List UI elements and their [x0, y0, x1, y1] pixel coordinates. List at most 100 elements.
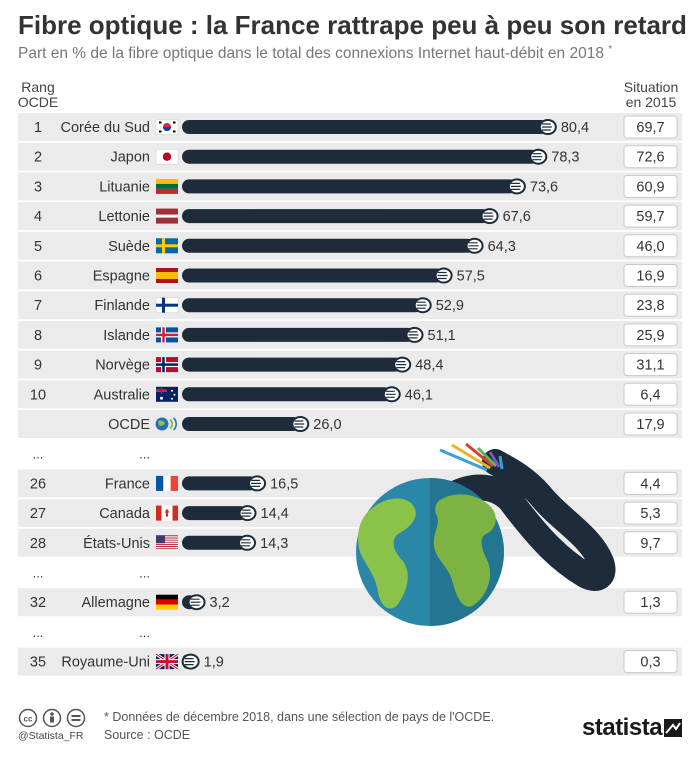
lv-flag-icon: [156, 208, 178, 224]
rank-label: 1: [34, 120, 42, 136]
kr-flag-icon: [155, 119, 179, 135]
fiber-bar: [182, 237, 484, 254]
situation-2015-box: 6,4: [623, 382, 678, 406]
situation-2015-value: 25,9: [636, 328, 664, 344]
cable-tip-icon: [382, 386, 401, 403]
cable-tip-icon: [238, 505, 257, 522]
table-row: 2 Japon 78,3 72,6: [18, 142, 682, 171]
cable-tip-icon: [248, 475, 267, 492]
bar-mark: [182, 417, 301, 431]
country-label: France: [105, 476, 150, 492]
country-label: Lettonie: [98, 209, 150, 225]
fiber-bar: [182, 594, 206, 611]
country-label: Australie: [94, 387, 150, 403]
bar-mark: [182, 327, 415, 342]
gb-flag-icon: [155, 652, 179, 671]
country-label: Lituanie: [99, 179, 150, 195]
country-ellipsis: ...: [139, 447, 150, 462]
value-label: 3,2: [210, 595, 230, 611]
cable-tip-icon: [434, 267, 453, 284]
value-label: 52,9: [436, 298, 464, 314]
source-note: Source : OCDE: [104, 728, 191, 742]
country-label: Islande: [103, 328, 150, 344]
table-row: 32 Allemagne 3,2 1,3: [18, 588, 682, 617]
situation-2015-box: 0,3: [623, 650, 678, 674]
country-label: Suède: [108, 239, 150, 255]
fiber-bar: [182, 534, 257, 551]
situation-2015-box: 69,7: [623, 115, 678, 139]
fiber-bar: [182, 119, 557, 135]
table-row: 1 Corée du Sud 80,4 69,7: [18, 113, 682, 141]
situation-header-line2: en 2015: [625, 94, 677, 110]
table-row: 26 France 16,5 4,4: [18, 469, 682, 498]
country-label: Allemagne: [81, 595, 150, 611]
au-flag-icon: [156, 386, 178, 402]
creative-commons-icons: cc: [18, 708, 86, 728]
situation-2015-box: 5,3: [623, 501, 678, 525]
bar-mark: [182, 268, 444, 283]
rank-label: 4: [34, 209, 42, 225]
fiber-bar: [182, 356, 412, 373]
footnote-mark: *: [608, 44, 613, 55]
gap-row: ......: [33, 625, 150, 640]
situation-column-header: Situation en 2015: [610, 80, 692, 110]
statista-logo: statista: [582, 714, 663, 741]
table-row: OCDE 26,0 17,9: [18, 410, 682, 438]
rank-label: 8: [34, 328, 42, 344]
situation-2015-value: 4,4: [640, 476, 660, 492]
situation-2015-box: 60,9: [623, 174, 678, 198]
situation-2015-box: 9,7: [623, 531, 678, 555]
cable-tip-icon: [393, 356, 412, 373]
situation-2015-value: 59,7: [636, 209, 664, 225]
situation-2015-box: 25,9: [623, 323, 678, 347]
value-label: 57,5: [457, 269, 485, 285]
rank-label: 26: [30, 476, 46, 492]
cc-icon: cc: [18, 708, 38, 728]
situation-2015-value: 5,3: [640, 506, 660, 522]
is-flag-icon: [156, 327, 178, 343]
table-row: 35 Royaume-Uni 1,9 0,3: [18, 647, 682, 676]
cable-tip-icon: [538, 119, 557, 135]
situation-2015-box: 1,3: [623, 590, 678, 614]
situation-2015-value: 31,1: [636, 358, 664, 374]
country-label: Canada: [99, 506, 151, 522]
gap-row: ......: [33, 447, 150, 462]
table-row: 4 Lettonie 67,6 59,7: [18, 202, 682, 231]
situation-2015-value: 72,6: [636, 150, 664, 166]
cable-tip-icon: [187, 594, 206, 611]
cable-tip-icon: [529, 148, 548, 165]
rank-ellipsis: ...: [33, 447, 44, 462]
row-background: [18, 647, 682, 676]
value-label: 67,6: [503, 209, 531, 225]
cable-tip-icon: [181, 653, 200, 670]
bar-mark: [182, 149, 539, 164]
situation-2015-box: 23,8: [623, 293, 678, 317]
value-label: 48,4: [415, 358, 443, 374]
fiber-strands: [439, 442, 504, 472]
bar-mark: [182, 120, 548, 134]
rank-label: 6: [34, 269, 42, 285]
fiber-bar: [181, 653, 200, 670]
row-background: [18, 410, 682, 438]
situation-2015-value: 60,9: [636, 179, 664, 195]
rows-layer: 1 Corée du Sud 80,4 69,72 Japon 78,3 72,6 3 Litu…: [18, 113, 682, 676]
bar-mark: [182, 387, 392, 402]
rank-label: 28: [30, 536, 46, 552]
bar-mark: [182, 506, 248, 521]
cable-tip-icon: [480, 208, 499, 225]
footnote: * Données de décembre 2018, dans une sél…: [104, 710, 495, 724]
situation-2015-value: 6,4: [640, 387, 660, 403]
value-label: 51,1: [428, 328, 456, 344]
rank-ellipsis: ...: [33, 566, 44, 581]
situation-2015-value: 23,8: [636, 298, 664, 314]
statista-logo-icon: [664, 719, 682, 737]
rank-label: 5: [34, 239, 42, 255]
rank-label: 3: [34, 179, 42, 195]
country-label: OCDE: [108, 417, 150, 433]
situation-2015-box: 59,7: [623, 204, 678, 228]
rank-header-line1: Rang: [21, 79, 55, 95]
chart-title: Fibre optique : la France rattrape peu à…: [18, 10, 687, 40]
row-background: [18, 469, 682, 498]
table-row: 6 Espagne 57,5 16,9: [18, 261, 682, 290]
value-label: 1,9: [204, 655, 224, 671]
